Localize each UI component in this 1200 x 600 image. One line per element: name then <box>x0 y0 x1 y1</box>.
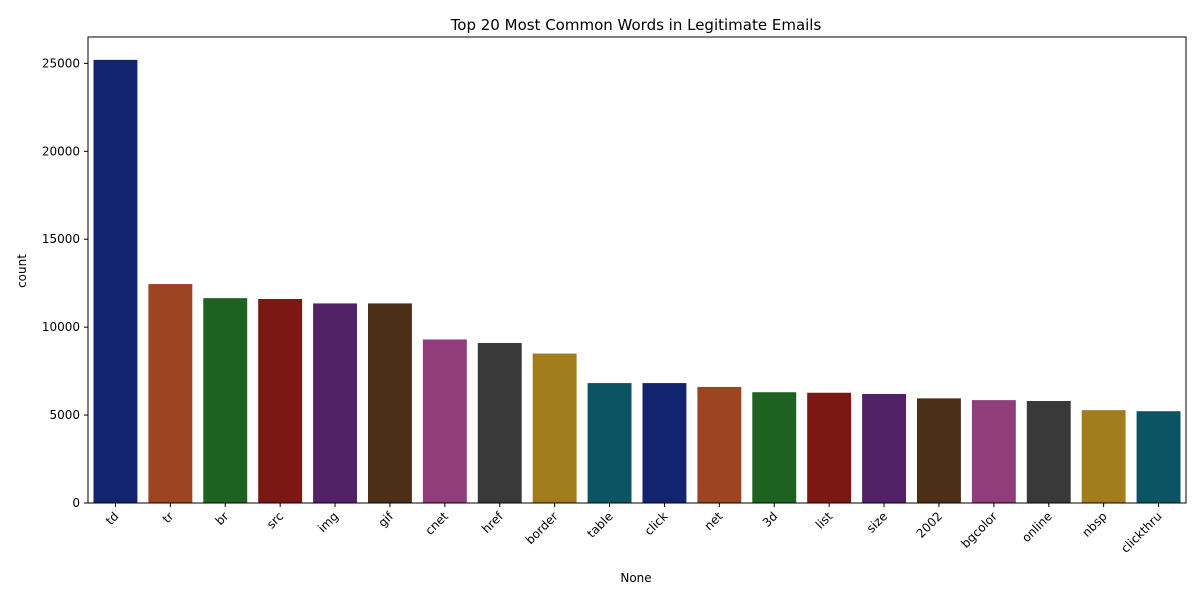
x-tick-label-size: size <box>864 509 890 535</box>
x-tick-label-src: src <box>264 509 286 531</box>
bar-cnet <box>422 339 467 503</box>
bar-3d <box>752 392 797 503</box>
x-tick-label-online: online <box>1019 509 1055 545</box>
y-tick-label: 5000 <box>49 408 80 422</box>
x-tick-label-td: td <box>103 509 122 528</box>
y-tick-label: 20000 <box>42 144 80 158</box>
bar-click <box>642 383 687 503</box>
bar-br <box>203 298 248 503</box>
x-axis-label: None <box>620 571 651 585</box>
x-tick-label-border: border <box>523 509 561 547</box>
x-tick-label-table: table <box>584 509 615 540</box>
plot-frame <box>87 36 1187 504</box>
bar-nbsp <box>1081 410 1126 503</box>
bar-clickthru <box>1136 411 1181 503</box>
x-tick-label-2002: 2002 <box>914 509 945 540</box>
x-tick-label-nbsp: nbsp <box>1079 509 1109 539</box>
bar-bgcolor <box>971 400 1016 503</box>
bar-img <box>313 303 358 503</box>
bar-size <box>862 393 907 503</box>
x-tick-label-img: img <box>315 509 341 535</box>
x-tick-label-3d: 3d <box>760 509 781 530</box>
y-tick-label: 25000 <box>42 56 80 70</box>
bar-list <box>807 392 852 503</box>
x-tick-label-href: href <box>479 509 506 536</box>
y-tick-label: 15000 <box>42 232 80 246</box>
chart-title: Top 20 Most Common Words in Legitimate E… <box>450 16 822 34</box>
y-tick-label: 0 <box>72 496 80 510</box>
x-tick-label-click: click <box>642 509 671 538</box>
bar-border <box>532 353 577 503</box>
x-tick-label-net: net <box>702 509 726 533</box>
y-tick-label: 10000 <box>42 320 80 334</box>
y-axis-label: count <box>15 254 29 288</box>
bar-href <box>477 342 522 503</box>
x-tick-label-tr: tr <box>160 509 177 526</box>
x-tick-label-list: list <box>813 509 836 532</box>
bar-tr <box>148 284 193 503</box>
x-tick-label-cnet: cnet <box>422 509 451 538</box>
x-tick-label-gif: gif <box>375 509 396 530</box>
plot-area: 0 5000 10000 15000 20000 25000 td tr br src img gif… <box>42 36 1187 556</box>
bar-2002 <box>916 398 961 503</box>
bar-gif <box>367 303 412 503</box>
bar-online <box>1026 401 1071 503</box>
bar-net <box>697 386 742 503</box>
x-tick-label-bgcolor: bgcolor <box>958 509 1000 551</box>
bar-table <box>587 383 632 503</box>
bar-td <box>93 59 138 503</box>
bar-src <box>258 299 303 503</box>
x-tick-label-br: br <box>213 509 232 528</box>
x-tick-label-clickthru: clickthru <box>1118 509 1164 555</box>
